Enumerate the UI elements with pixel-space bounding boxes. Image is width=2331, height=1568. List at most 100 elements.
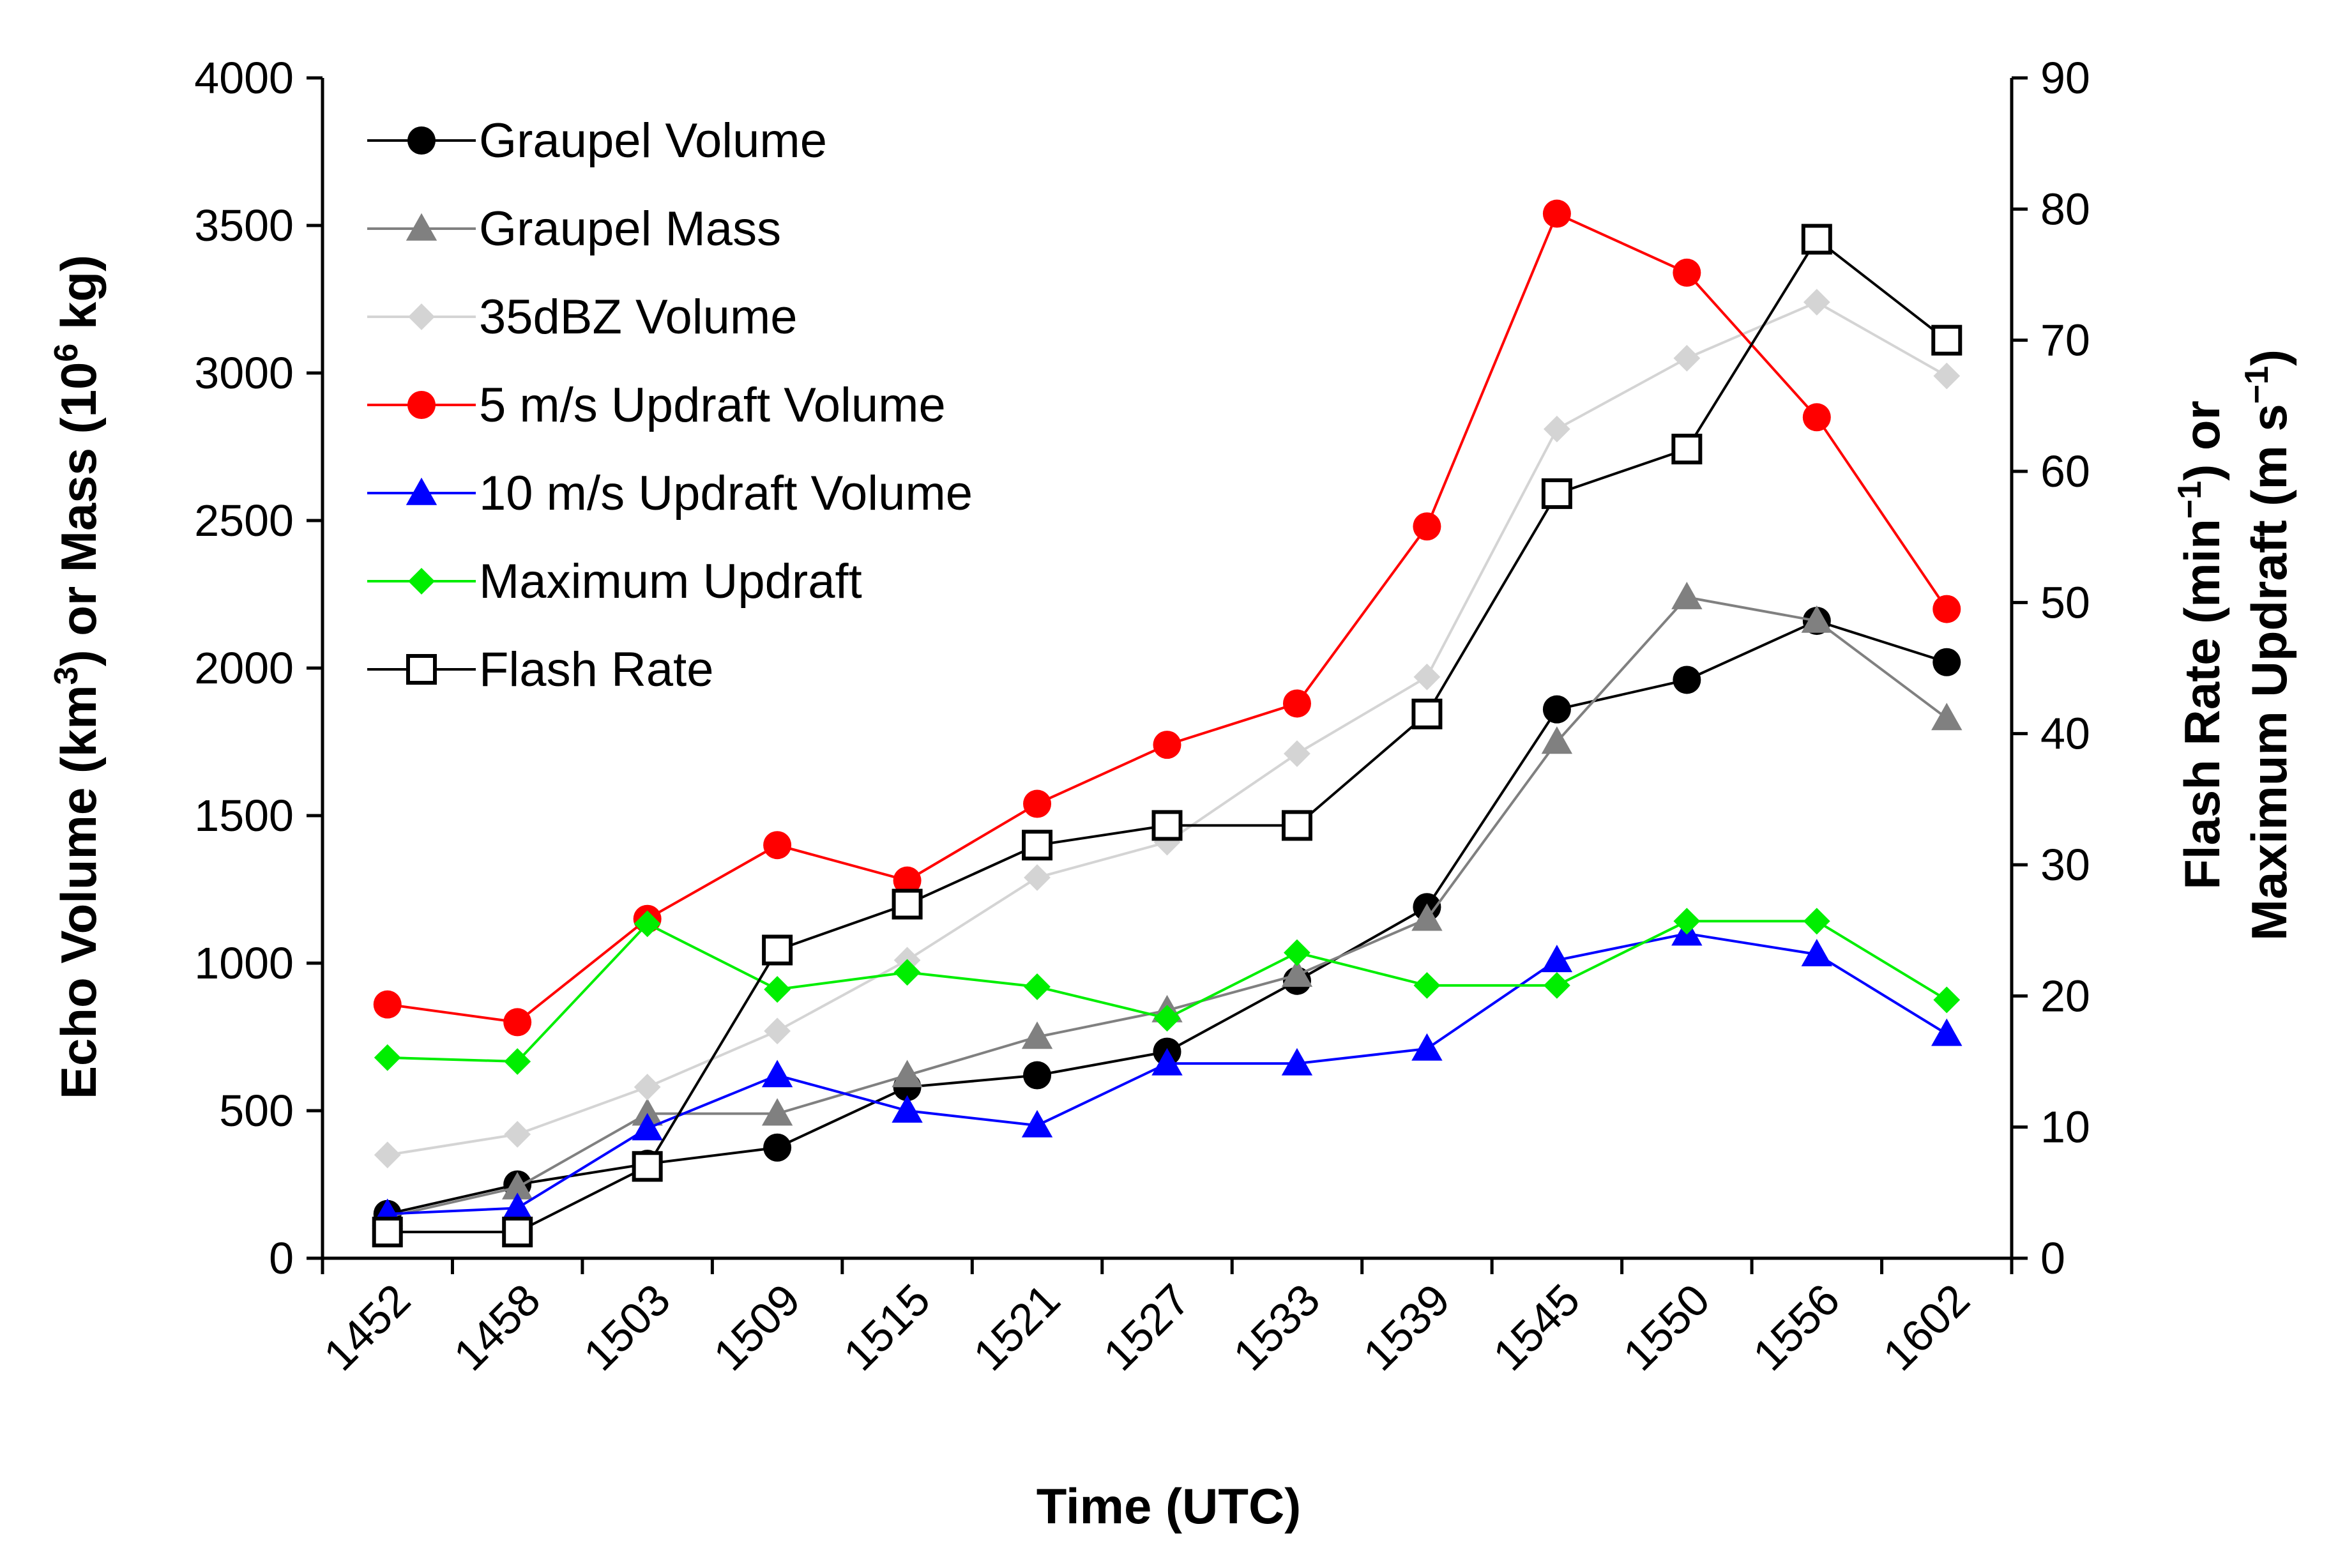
data-point [1673,258,1701,287]
y-left-tick-label: 3000 [194,348,294,398]
legend-item: Graupel Volume [367,114,827,168]
data-point [373,990,402,1019]
legend-marker [407,391,436,419]
series-10-m-s-updraft-volume [372,918,1963,1226]
data-point [1282,689,1311,718]
y-right-tick-label: 70 [2040,316,2090,365]
data-point [1541,726,1573,754]
data-point [1024,864,1051,891]
title-text: ) or [2174,400,2230,481]
data-point [1541,945,1573,973]
data-point [1543,415,1570,443]
data-point [374,1044,401,1071]
data-point [1801,605,1833,633]
data-point [892,1060,923,1088]
legend-item: Flash Rate [367,643,714,697]
data-point [1281,959,1313,987]
data-point [1803,289,1830,316]
data-point [632,1151,663,1182]
data-point [1411,698,1443,729]
legend-marker [408,568,435,595]
data-point [892,888,923,920]
data-point [1024,973,1051,1000]
legend-label: 5 m/s Updraft Volume [479,378,946,432]
title-text: kg) [50,255,107,344]
data-point [1931,324,1963,356]
data-point [1543,972,1570,999]
superscript: −1 [2171,481,2208,519]
data-point [1671,581,1703,609]
data-point [761,1098,793,1126]
y-left-tick-label: 1500 [194,791,294,841]
data-point [1281,810,1312,841]
legend-label: Flash Rate [479,643,714,697]
data-point [1673,666,1701,694]
data-point [761,1060,793,1088]
y-left-tick-label: 2500 [194,496,294,545]
title-text: ) or Mass (10 [50,362,107,667]
data-point [501,1171,533,1199]
data-point [763,1133,792,1162]
data-point [374,1141,401,1169]
legend-marker [408,303,435,330]
superscript: −1 [2238,366,2275,404]
data-point [1022,830,1053,861]
y-left-tick-label: 1000 [194,938,294,988]
series-maximum-updraft [374,908,1961,1075]
legend-label: 35dBZ Volume [479,290,798,344]
data-point [1023,1061,1052,1090]
data-point [1803,908,1830,935]
data-point [1801,224,1832,255]
data-point [1021,1109,1053,1138]
legend-label: Graupel Mass [479,202,781,256]
legend-item: 35dBZ Volume [367,290,798,344]
data-point [762,934,793,966]
y-left-tick-label: 500 [219,1086,294,1136]
data-point [764,976,791,1003]
data-point [1151,1047,1183,1076]
y-axis-right-title-line1: Flash Rate (min−1) or [2171,400,2230,890]
legend: Graupel Volume Graupel Mass 35dBZ Volume 5 … [367,114,973,697]
title-text: Flash Rate (min [2174,519,2230,890]
y-left-tick-label: 2000 [194,643,294,693]
y-right-tick-label: 40 [2040,709,2090,759]
title-text: ) [2241,349,2297,366]
data-point [1151,810,1183,841]
data-point [503,1008,532,1037]
data-point [372,1216,403,1247]
data-point [1411,1033,1443,1061]
data-point [1284,740,1310,767]
data-point [501,1192,533,1221]
data-point [1801,938,1833,966]
y-right-tick-label: 90 [2040,53,2090,103]
title-text: Echo Volume (km [50,685,107,1099]
data-point [1931,1018,1963,1046]
y-left-tick-label: 0 [269,1233,294,1283]
data-point [1673,345,1701,372]
y-right-tick-label: 20 [2040,971,2090,1021]
data-point [1153,1005,1181,1032]
data-point [1933,986,1961,1014]
y-right-tick-label: 80 [2040,184,2090,234]
y-right-tick-label: 0 [2040,1233,2065,1283]
data-point [1933,362,1961,390]
series-layer [372,199,1963,1247]
y-axis-left-title: Echo Volume (km3) or Mass (106 kg) [48,255,107,1099]
legend-label: Maximum Updraft [479,554,862,609]
legend-marker [407,126,436,155]
series-35dbz-volume [374,289,1961,1169]
data-point [1021,1021,1053,1049]
data-point [634,1074,661,1100]
legend-item: Maximum Updraft [367,554,862,609]
y-right-tick-label: 10 [2040,1102,2090,1152]
y-axis-right-title-line2: Maximum Updraft (m s−1) [2238,349,2297,941]
data-point [502,1216,533,1247]
data-point [893,959,921,986]
data-point [634,910,661,938]
legend-marker [406,477,437,505]
data-point [1023,789,1052,818]
y-left-tick-label: 4000 [194,53,294,103]
